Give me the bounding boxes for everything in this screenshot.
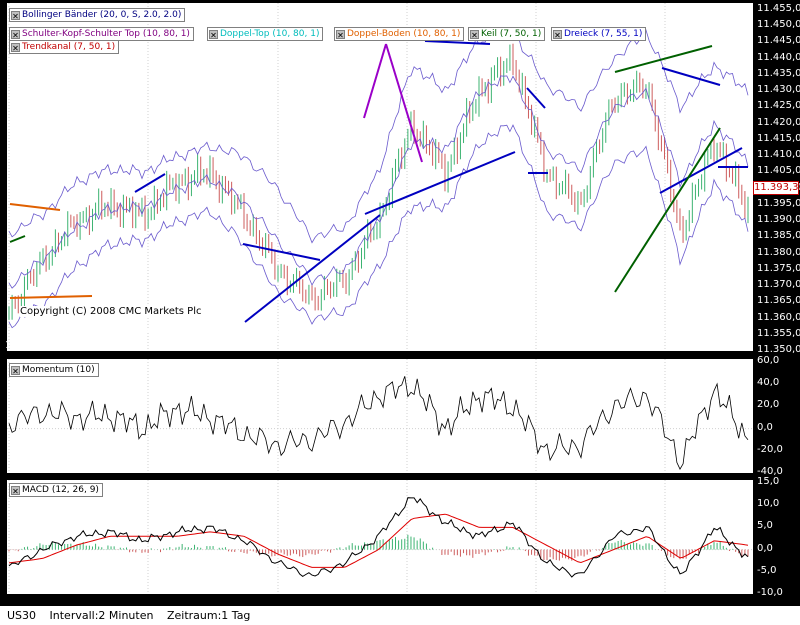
indicator-skstop[interactable]: ✕ Schulter-Kopf-Schulter Top (10, 80, 1) [9,27,194,41]
macd-ytick: -5,0 [757,564,777,576]
macd-ytick: 0,0 [757,542,773,554]
price-ytick: 11.445,0 [757,35,800,47]
pattern-line [244,214,381,323]
macd-ytick: 5,0 [757,520,773,532]
indicator-doppeltop[interactable]: ✕ Doppel-Top (10, 80, 1) [207,27,324,41]
xaxis-tick-2: 14:00 [267,328,296,339]
price-ytick: 11.430,0 [757,84,800,96]
pattern-line [363,43,387,119]
pattern-line [659,147,743,194]
pattern-line [614,45,713,73]
close-icon[interactable]: ✕ [11,42,20,53]
price-ytick: 11.440,0 [757,51,800,63]
momentum-ytick: 20,0 [757,399,780,411]
momentum-panel[interactable] [7,359,753,473]
price-ytick: 11.375,0 [757,262,800,274]
price-ytick: 11.405,0 [757,165,800,177]
price-ytick: 11.425,0 [757,100,800,112]
copyright-text: Copyright (C) 2008 CMC Markets Plc [20,306,202,317]
macd-ytick: 10,0 [757,498,780,510]
pattern-line [9,203,61,211]
bollinger-band-line [8,75,749,289]
close-icon[interactable]: ✕ [11,10,20,21]
close-icon[interactable]: ✕ [11,29,20,40]
close-icon[interactable]: ✕ [336,29,345,40]
xaxis-tick-0: 10:01 [8,328,37,339]
close-icon[interactable]: ✕ [209,29,218,40]
pattern-line [385,43,423,163]
pattern-line [9,295,93,299]
momentum-ytick: -20,0 [757,443,783,455]
close-icon[interactable]: ✕ [11,485,20,496]
indicator-keil[interactable]: ✕ Keil (7, 50, 1) [468,27,546,41]
pattern-line [134,173,166,193]
macd-panel[interactable] [7,480,753,594]
indicator-doppelboden-label: Doppel-Boden (10, 80, 1) [347,28,461,39]
close-icon[interactable]: ✕ [553,29,562,40]
pattern-line [661,67,721,86]
xaxis-sublabel: 11 [5,340,18,351]
status-interval: Intervall:2 Minuten [49,609,154,622]
indicator-trendkanal[interactable]: ✕ Trendkanal (7, 50, 1) [9,40,120,54]
price-ytick: 11.390,0 [757,214,800,226]
price-ytick: 11.350,0 [757,344,800,355]
price-panel[interactable] [7,3,753,351]
indicator-doppelboden[interactable]: ✕ Doppel-Boden (10, 80, 1) [334,27,465,41]
price-ytick: 11.370,0 [757,279,800,291]
xaxis-tick-1: 12:01 [137,328,166,339]
indicator-bollinger[interactable]: ✕ Bollinger Bänder (20, 0, S, 2.0, 2.0) [9,8,186,22]
indicator-doppeltop-label: Doppel-Top (10, 80, 1) [220,28,320,39]
price-ytick: 11.450,0 [757,19,800,31]
price-ytick: 11.455,0 [757,3,800,14]
momentum-ytick: 60,0 [757,355,780,366]
pattern-line [9,235,26,243]
indicator-keil-label: Keil (7, 50, 1) [481,28,542,39]
current-price-badge: 11.393,3 [753,181,799,195]
price-ytick: 11.385,0 [757,230,800,242]
bollinger-band-line [8,124,749,329]
price-ytick: 11.435,0 [757,67,800,79]
pattern-line [614,127,721,293]
price-ytick: 11.395,0 [757,197,800,209]
pattern-line [526,87,546,109]
pattern-line [364,151,516,215]
macd-signal-line [8,513,749,568]
momentum-ytick: 40,0 [757,377,780,389]
price-ytick: 11.415,0 [757,132,800,144]
status-period: Zeitraum:1 Tag [166,609,251,622]
indicator-bollinger-label: Bollinger Bänder (20, 0, S, 2.0, 2.0) [22,9,182,20]
xaxis-tick-4: 18:00 [524,328,553,339]
macd-ytick: 15,0 [757,476,780,487]
indicator-momentum[interactable]: ✕ Momentum (10) [9,363,99,377]
bollinger-band-line [8,29,749,244]
momentum-ytick: -40,0 [757,466,783,477]
price-ytick: 11.355,0 [757,327,800,339]
price-ytick: 11.380,0 [757,246,800,258]
indicator-macd-label: MACD (12, 26, 9) [22,484,99,495]
indicator-momentum-label: Momentum (10) [22,364,95,375]
pattern-line [242,243,321,261]
macd-line [8,497,749,578]
status-symbol: US30 [7,609,37,622]
price-ytick: 11.410,0 [757,149,800,161]
price-ytick: 11.360,0 [757,311,800,323]
indicator-skstop-label: Schulter-Kopf-Schulter Top (10, 80, 1) [22,28,190,39]
price-ytick: 11.365,0 [757,295,800,307]
price-ytick: 11.420,0 [757,116,800,128]
momentum-line [8,376,749,470]
indicator-dreieck[interactable]: ✕ Dreieck (7, 55, 1) [551,27,647,41]
close-icon[interactable]: ✕ [470,29,479,40]
momentum-ytick: 0,0 [757,421,773,433]
indicator-dreieck-label: Dreieck (7, 55, 1) [564,28,643,39]
status-bar: US30 Intervall:2 Minuten Zeitraum:1 Tag [0,606,800,625]
xaxis-tick-5: 20:00 [653,328,682,339]
indicator-macd[interactable]: ✕ MACD (12, 26, 9) [9,483,103,497]
indicator-trendkanal-label: Trendkanal (7, 50, 1) [22,41,116,52]
xaxis-tick-3: 16:00 [395,328,424,339]
macd-ytick: -10,0 [757,587,783,598]
pattern-line [424,40,491,45]
close-icon[interactable]: ✕ [11,365,20,376]
